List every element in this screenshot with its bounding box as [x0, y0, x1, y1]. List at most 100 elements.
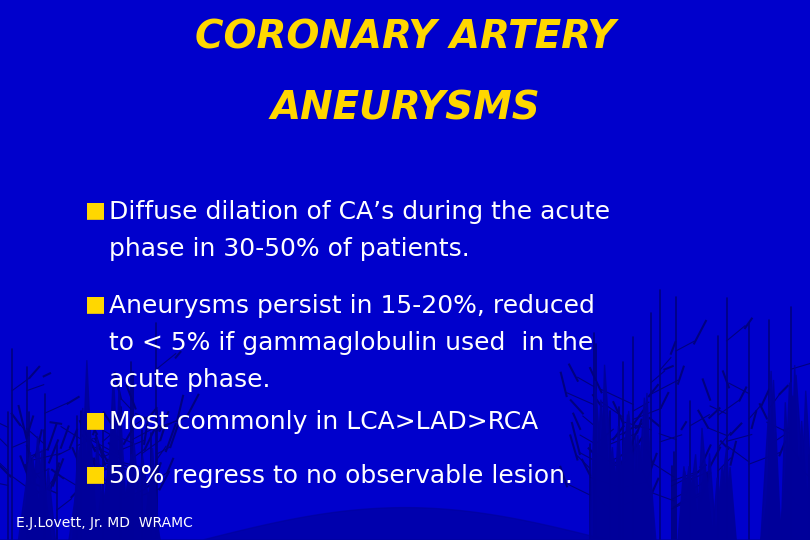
Text: CORONARY ARTERY: CORONARY ARTERY	[194, 19, 616, 57]
Polygon shape	[601, 447, 620, 540]
Text: Diffuse dilation of CA’s during the acute: Diffuse dilation of CA’s during the acut…	[109, 200, 611, 224]
Polygon shape	[780, 449, 800, 540]
Polygon shape	[621, 443, 632, 540]
Polygon shape	[704, 454, 716, 540]
Polygon shape	[784, 375, 808, 540]
Polygon shape	[779, 434, 797, 540]
Polygon shape	[697, 428, 712, 540]
Polygon shape	[761, 482, 781, 540]
Polygon shape	[147, 448, 160, 540]
Polygon shape	[590, 381, 607, 540]
Polygon shape	[130, 456, 154, 540]
Polygon shape	[100, 453, 117, 540]
Polygon shape	[117, 483, 130, 540]
Polygon shape	[761, 494, 778, 540]
Polygon shape	[787, 382, 798, 540]
Polygon shape	[761, 371, 778, 540]
Polygon shape	[79, 360, 96, 540]
Polygon shape	[100, 465, 119, 540]
Polygon shape	[685, 488, 698, 540]
Text: acute phase.: acute phase.	[109, 368, 271, 392]
Polygon shape	[635, 397, 656, 540]
Polygon shape	[75, 447, 86, 540]
Polygon shape	[781, 402, 793, 540]
Polygon shape	[105, 374, 121, 540]
Polygon shape	[679, 471, 696, 540]
Text: phase in 30-50% of patients.: phase in 30-50% of patients.	[109, 237, 470, 260]
Polygon shape	[22, 463, 38, 540]
Polygon shape	[120, 454, 136, 540]
Polygon shape	[145, 473, 159, 540]
Polygon shape	[679, 466, 698, 540]
Polygon shape	[778, 478, 793, 540]
Polygon shape	[114, 386, 128, 540]
Polygon shape	[107, 414, 119, 540]
Polygon shape	[20, 467, 42, 540]
Polygon shape	[613, 451, 624, 540]
Polygon shape	[25, 460, 39, 540]
Text: ANEURYSMS: ANEURYSMS	[270, 89, 540, 127]
Text: ■: ■	[85, 294, 106, 314]
Polygon shape	[620, 411, 640, 540]
Polygon shape	[796, 421, 810, 540]
Polygon shape	[791, 475, 807, 540]
Polygon shape	[787, 396, 804, 540]
Polygon shape	[23, 463, 38, 540]
Polygon shape	[36, 474, 51, 540]
Polygon shape	[83, 414, 97, 540]
Polygon shape	[597, 410, 613, 540]
Polygon shape	[42, 468, 55, 540]
Polygon shape	[37, 450, 48, 540]
Polygon shape	[682, 476, 699, 540]
Polygon shape	[28, 487, 45, 540]
Polygon shape	[594, 400, 612, 540]
Polygon shape	[109, 494, 127, 540]
Polygon shape	[684, 470, 696, 540]
Text: to < 5% if gammaglobulin used  in the: to < 5% if gammaglobulin used in the	[109, 331, 594, 355]
Polygon shape	[790, 365, 800, 540]
Polygon shape	[613, 456, 624, 540]
Polygon shape	[716, 467, 732, 540]
Polygon shape	[95, 486, 113, 540]
Polygon shape	[143, 484, 160, 540]
Text: Most commonly in LCA>LAD>RCA: Most commonly in LCA>LAD>RCA	[109, 410, 539, 434]
Polygon shape	[613, 455, 630, 540]
Polygon shape	[73, 470, 90, 540]
Polygon shape	[618, 415, 639, 540]
Polygon shape	[712, 478, 727, 540]
Polygon shape	[715, 447, 731, 540]
Polygon shape	[110, 477, 131, 540]
Polygon shape	[126, 443, 143, 540]
Polygon shape	[725, 475, 735, 540]
Polygon shape	[602, 458, 623, 540]
Polygon shape	[765, 433, 780, 540]
Polygon shape	[694, 467, 714, 540]
Polygon shape	[69, 470, 83, 540]
Polygon shape	[122, 467, 135, 540]
Text: 50% regress to no observable lesion.: 50% regress to no observable lesion.	[109, 464, 573, 488]
Polygon shape	[764, 490, 783, 540]
Polygon shape	[636, 445, 649, 540]
Polygon shape	[73, 450, 83, 540]
Polygon shape	[626, 436, 640, 540]
Text: ■: ■	[85, 410, 106, 430]
Polygon shape	[594, 428, 609, 540]
Polygon shape	[642, 463, 654, 540]
Polygon shape	[767, 450, 782, 540]
Polygon shape	[129, 489, 146, 540]
Polygon shape	[716, 476, 735, 540]
Polygon shape	[638, 393, 654, 540]
Polygon shape	[101, 426, 124, 540]
Polygon shape	[724, 467, 736, 540]
Polygon shape	[24, 457, 41, 540]
Polygon shape	[19, 452, 36, 540]
Polygon shape	[616, 438, 634, 540]
Polygon shape	[75, 408, 92, 540]
Polygon shape	[595, 434, 612, 540]
Polygon shape	[612, 426, 625, 540]
Polygon shape	[782, 448, 798, 540]
Text: E.J.Lovett, Jr. MD  WRAMC: E.J.Lovett, Jr. MD WRAMC	[16, 516, 193, 530]
Polygon shape	[123, 479, 139, 540]
Polygon shape	[31, 436, 48, 540]
Polygon shape	[799, 391, 810, 540]
